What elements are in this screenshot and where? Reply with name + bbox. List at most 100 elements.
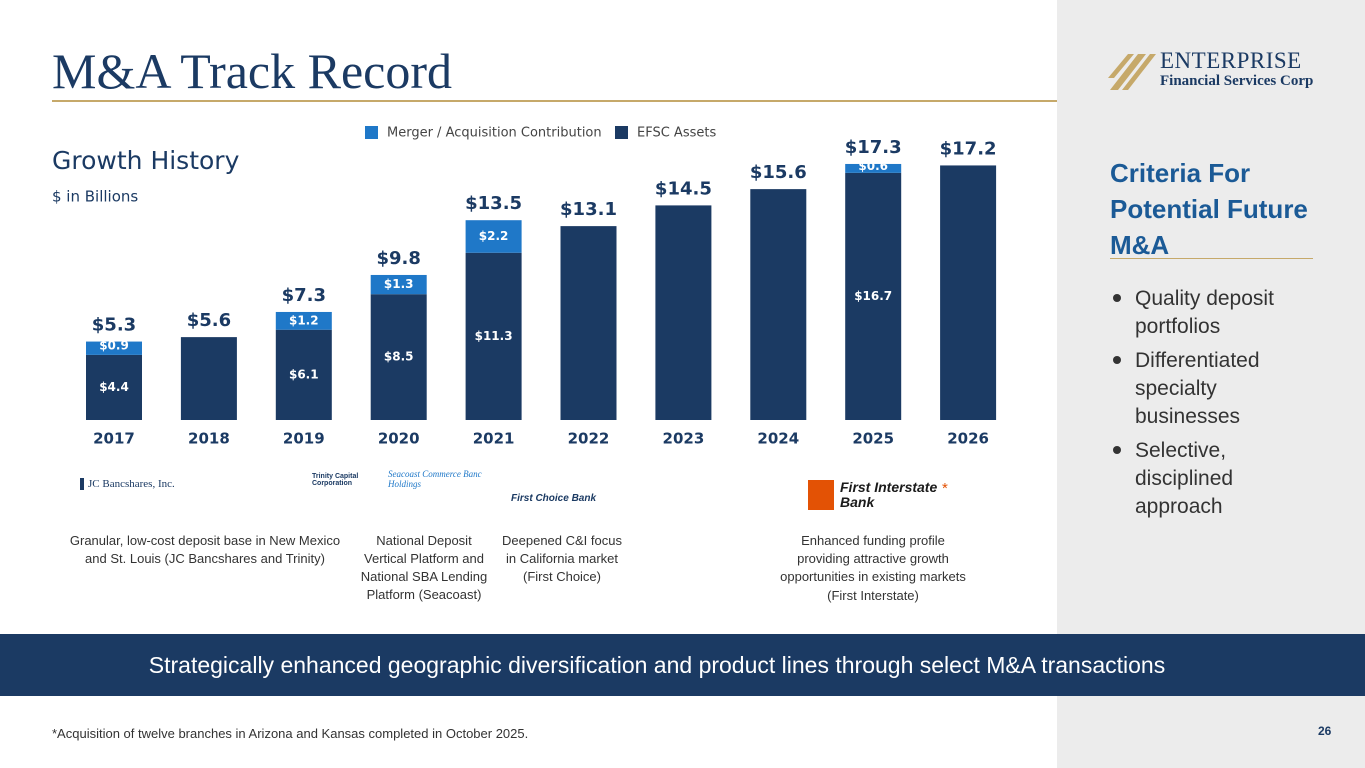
total-label: $13.1 [560,199,617,220]
bar-segment [845,172,902,420]
note-line: in California market [506,551,618,566]
bullet-line: portfolios [1135,315,1221,338]
bullet: Differentiated specialty businesses [1135,347,1260,431]
bar-segment [275,311,332,330]
logo: * [942,480,948,497]
bar-segment [180,337,237,420]
chart-title: Growth History [52,146,240,175]
note-line: National SBA Lending [360,569,488,584]
chart: Growth History $ in Billions Merger / Ac… [52,126,997,448]
legend-swatch [615,126,628,139]
x-tick-label: 2025 [852,430,894,448]
logo: First Choice Bank [511,493,597,504]
logo: Seacoast Commerce Banc Holdings [388,469,482,489]
note-line: (First Interstate) [827,588,919,603]
note-line: Granular, low-cost deposit base in New M… [69,533,341,548]
sidebar-heading: Criteria For Potential Future M&A [1110,155,1308,263]
bar-segment [370,274,427,295]
note-line: Vertical Platform and [364,551,484,566]
legend-label: EFSC Assets [637,126,716,141]
bar-segment [465,220,522,253]
banner-text: Strategically enhanced geographic divers… [148,652,1166,678]
total-label: $17.3 [845,137,902,158]
bar-segment [750,189,807,420]
note: National Deposit Vertical Platform and Nat… [354,532,494,604]
total-label: $5.6 [187,310,231,331]
segment-label: $0.9 [99,339,129,353]
bullet-dot [1113,294,1121,302]
legend-label: Merger / Acquisition Contribution [387,126,602,141]
segment-label: $8.5 [384,350,414,364]
segment-label: $1.3 [384,277,414,291]
bullet-line: specialty [1135,377,1217,400]
heading-line: Potential Future [1110,194,1308,224]
note: (First Interstate) [763,587,983,605]
bullet-line: approach [1135,495,1223,518]
note: Granular, low-cost deposit base in New M… [60,532,350,568]
logo-mark [1108,54,1156,90]
x-tick-label: 2017 [93,430,135,448]
logo: JC Bancshares, Inc. [80,478,175,490]
bullet-dot [1113,446,1121,454]
bullet: Selective, disciplined approach [1135,437,1233,521]
note: Enhanced funding profile providing attrac… [763,532,983,586]
note-line: (First Choice) [522,569,601,584]
x-tick-label: 2022 [568,430,610,448]
x-tick-label: 2026 [947,430,989,448]
logo: Trinity Capital Corporation [312,473,359,487]
bar-segment [845,163,902,173]
segment-label: $1.2 [289,313,319,327]
bar-segment [940,165,997,420]
title: M&A Track Record [52,43,452,99]
chart-subtitle: $ in Billions [52,188,138,206]
heading-line: M&A [1110,230,1170,260]
bar-segment [86,354,142,420]
note-line: Deepened C&I focus [502,533,622,548]
bullet-dot [1113,356,1121,364]
note-line: opportunities in existing markets [780,569,966,584]
note-line: and St. Louis (JC Bancshares and Trinity… [85,551,325,566]
total-label: $5.3 [92,315,136,336]
note-line: providing attractive growth [797,551,949,566]
bullet-line: businesses [1135,405,1241,428]
bullet-line: Selective, [1135,439,1227,462]
total-label: $13.5 [465,193,522,214]
x-tick-label: 2019 [283,430,325,448]
x-tick-label: 2018 [188,430,230,448]
bullet: Quality deposit portfolios [1135,285,1274,341]
note-line: Platform (Seacoast) [366,587,482,602]
bar-segment [465,252,522,420]
total-label: $7.3 [282,285,326,306]
note-line: Enhanced funding profile [801,533,945,548]
title-rule [52,100,1057,102]
note: Deepened C&I focus in California market (F… [497,532,627,586]
logo-name: ENTERPRISE [1160,48,1302,73]
bar-segment [655,205,712,420]
banner [0,634,1365,696]
sidebar-rule [1110,258,1313,259]
logo-sub: Financial Services Corp [1160,73,1314,89]
total-label: $17.2 [940,138,997,159]
total-label: $14.5 [655,178,712,199]
x-tick-label: 2023 [663,430,705,448]
bar-segment [275,329,332,420]
footnote: *Acquisition of twelve branches in Arizo… [52,726,529,741]
page-number: 26 [1318,724,1332,738]
total-label: $15.6 [750,162,807,183]
segment-label: $4.4 [99,380,129,394]
logo: First Interstate Bank [808,480,938,510]
bar-segment [560,226,617,420]
total-label: $9.8 [376,248,420,269]
bullet-line: disciplined [1135,467,1234,490]
segment-label: $11.3 [475,329,513,343]
x-tick-label: 2024 [757,430,799,448]
segment-label: $2.2 [479,229,509,243]
heading-line: Criteria For [1110,158,1251,188]
note-line: National Deposit [376,533,472,548]
bullet-line: Quality deposit [1135,287,1274,310]
segment-label: $6.1 [289,367,319,381]
bar-segment [86,341,142,355]
x-tick-label: 2020 [378,430,420,448]
x-tick-label: 2021 [473,430,515,448]
